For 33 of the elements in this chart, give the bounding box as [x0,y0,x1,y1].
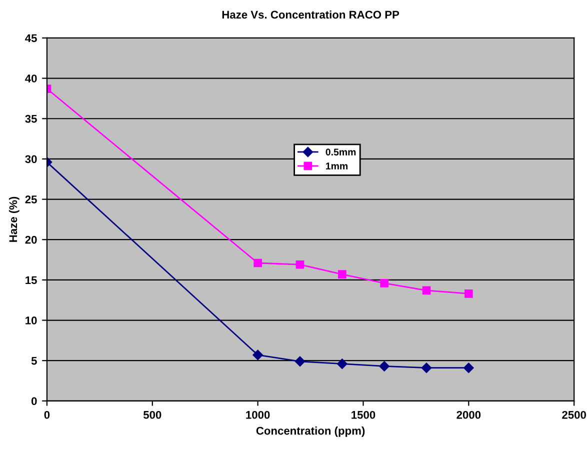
y-tick-label: 0 [32,397,37,406]
point [421,362,432,373]
legend-label: 1mm [326,162,348,170]
y-tick-label: 10 [26,316,37,324]
x-tick-label: 2000 [456,410,481,419]
point [338,270,346,278]
y-tick-label: 25 [25,196,37,204]
point [380,279,388,288]
point [294,356,306,367]
y-tick-label: 5 [31,356,37,365]
x-axis-title: Concentration (ppm) [256,426,365,437]
x-tick-label: 1500 [352,410,376,419]
point [464,289,473,298]
y-tick-label: 35 [25,114,37,123]
chart-title: Haze Vs. Concentration RACO PP [222,10,400,19]
point [422,286,431,295]
legend-label: 0.5mm [326,148,356,156]
y-tick-label: 40 [25,74,37,82]
point [464,362,474,373]
point [254,258,262,268]
x-tick-label: 500 [143,410,162,419]
y-tick-label: 20 [25,236,37,244]
point [296,260,304,269]
x-tick-label: 1000 [246,410,270,419]
y-tick-label: 15 [26,276,37,284]
point [252,350,263,360]
x-tick-label: 2500 [562,410,586,419]
point [379,361,390,372]
point [337,358,348,369]
x-tick-label: 0 [44,410,50,419]
y-tick-label: 45 [25,34,37,42]
y-tick-label: 30 [25,155,37,164]
y-axis-title: Haze (%) [8,196,20,242]
